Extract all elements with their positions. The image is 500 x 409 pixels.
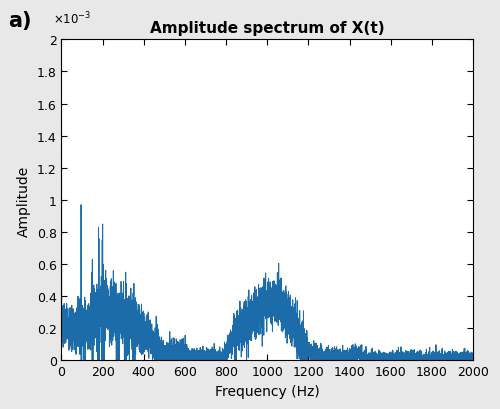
X-axis label: Frequency (Hz): Frequency (Hz) [215, 384, 320, 398]
Text: $\times10^{-3}$: $\times10^{-3}$ [54, 11, 92, 27]
Title: Amplitude spectrum of X(t): Amplitude spectrum of X(t) [150, 21, 384, 36]
Y-axis label: Amplitude: Amplitude [17, 165, 31, 236]
Text: a): a) [8, 11, 32, 31]
